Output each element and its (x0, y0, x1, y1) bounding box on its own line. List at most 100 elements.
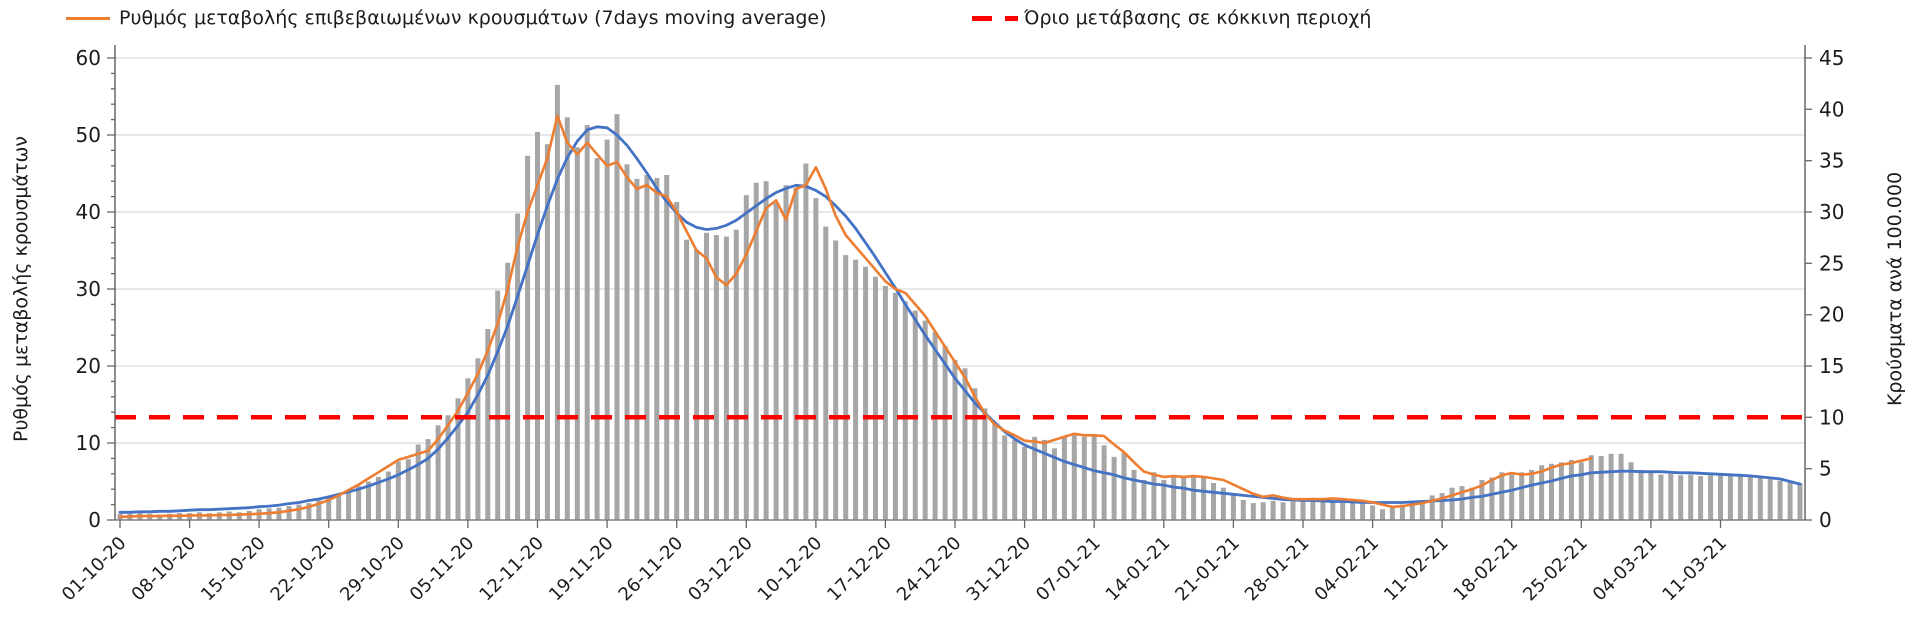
right-axis-title: Κρούσματα ανά 100.000 (1884, 172, 1906, 406)
bar (1429, 495, 1435, 520)
bar (1718, 474, 1723, 520)
bar (1290, 501, 1296, 520)
bar (1409, 503, 1415, 520)
bar (1220, 487, 1226, 520)
bar (1598, 456, 1604, 520)
bar (773, 202, 779, 521)
bar (1012, 439, 1018, 520)
bar (554, 84, 560, 521)
bar (644, 175, 650, 520)
bar (1002, 435, 1008, 520)
bar (1767, 479, 1773, 520)
bar (1181, 476, 1187, 520)
bar (803, 163, 809, 520)
left-axis-tick-label: 40 (76, 200, 101, 224)
right-axis-tick-label: 10 (1819, 405, 1844, 429)
bar (326, 496, 332, 520)
x-axis-tick-label: 15-10-20 (197, 533, 270, 606)
bar (356, 486, 362, 520)
bar (823, 226, 829, 520)
bar (425, 439, 431, 520)
x-axis-tick-label: 12-11-20 (475, 533, 548, 606)
bar (873, 276, 878, 520)
bar (1568, 459, 1574, 520)
right-axis-tick-label: 35 (1819, 149, 1844, 173)
bar (882, 285, 888, 520)
bar (1091, 435, 1097, 520)
bar (1171, 475, 1177, 520)
bar (972, 388, 978, 520)
bar (1777, 480, 1783, 520)
left-axis-tick-label: 0 (88, 508, 101, 532)
left-axis-tick-label: 50 (76, 123, 101, 147)
bar (713, 235, 719, 520)
bar (1479, 480, 1485, 520)
bar (1489, 477, 1495, 520)
bar (962, 368, 968, 520)
bar (1648, 473, 1654, 520)
x-axis-tick-label: 08-10-20 (128, 533, 201, 606)
bar (1141, 480, 1147, 520)
x-axis-tick-label: 05-11-20 (406, 533, 479, 606)
bar (535, 131, 540, 520)
bar (1797, 483, 1803, 520)
x-axis-tick-label: 31-12-20 (963, 533, 1036, 606)
bar (435, 425, 441, 520)
bar (1310, 497, 1316, 520)
x-axis-tick-label: 29-10-20 (336, 533, 409, 606)
right-axis-tick-label: 20 (1819, 303, 1844, 327)
left-axis-tick-label: 10 (76, 431, 101, 455)
bar (525, 155, 531, 521)
bar (1688, 474, 1694, 520)
x-axis-tick-label: 26-11-20 (615, 533, 688, 606)
x-axis-tick-label: 03-12-20 (684, 533, 757, 606)
bar (654, 178, 660, 520)
left-axis-tick-label: 20 (76, 354, 101, 378)
bar (952, 359, 958, 520)
bar (1191, 476, 1197, 520)
bar (1240, 500, 1246, 520)
bar (1280, 502, 1286, 520)
bar (1509, 473, 1515, 520)
x-axis-tick-label: 04-03-21 (1589, 533, 1662, 606)
bar (475, 358, 481, 520)
x-axis-tick-label: 07-01-21 (1032, 533, 1105, 606)
bar (664, 175, 670, 520)
bar (1151, 472, 1157, 520)
bar (892, 292, 898, 520)
bar (1399, 504, 1405, 520)
bar (276, 507, 282, 520)
bar (405, 459, 411, 520)
bar (1588, 455, 1594, 520)
bar (733, 229, 739, 520)
bar (1539, 465, 1545, 520)
right-axis-tick-label: 5 (1819, 457, 1832, 481)
x-axis-tick-label: 25-02-21 (1519, 533, 1592, 606)
bar (1727, 475, 1733, 520)
left-axis-title: Ρυθμός μεταβολής κρουσμάτων (10, 136, 32, 442)
bar (1499, 472, 1505, 520)
bar (1032, 436, 1038, 520)
bar (932, 332, 938, 520)
bar (634, 178, 640, 520)
bar (1022, 446, 1028, 520)
bar (723, 236, 729, 520)
bar (863, 266, 869, 520)
bar (1201, 477, 1207, 520)
bar (485, 329, 491, 520)
bar (743, 195, 749, 520)
x-axis-tick-label: 04-02-21 (1311, 533, 1384, 606)
x-axis-tick-label: 22-10-20 (267, 533, 340, 606)
legend-label-threshold: Όριο μετάβασης σε κόκκινη περιοχή (1024, 7, 1372, 29)
bar (684, 239, 690, 520)
bar (992, 423, 998, 520)
x-axis-tick-label: 11-02-21 (1380, 533, 1453, 606)
bar (783, 185, 789, 520)
bar (1708, 475, 1714, 520)
bar (1111, 456, 1117, 520)
bar (1419, 500, 1425, 520)
bar (853, 259, 859, 520)
bar (833, 240, 839, 520)
legend-item-threshold: Όριο μετάβασης σε κόκκινη περιοχή (972, 5, 1371, 31)
bar (296, 504, 302, 520)
